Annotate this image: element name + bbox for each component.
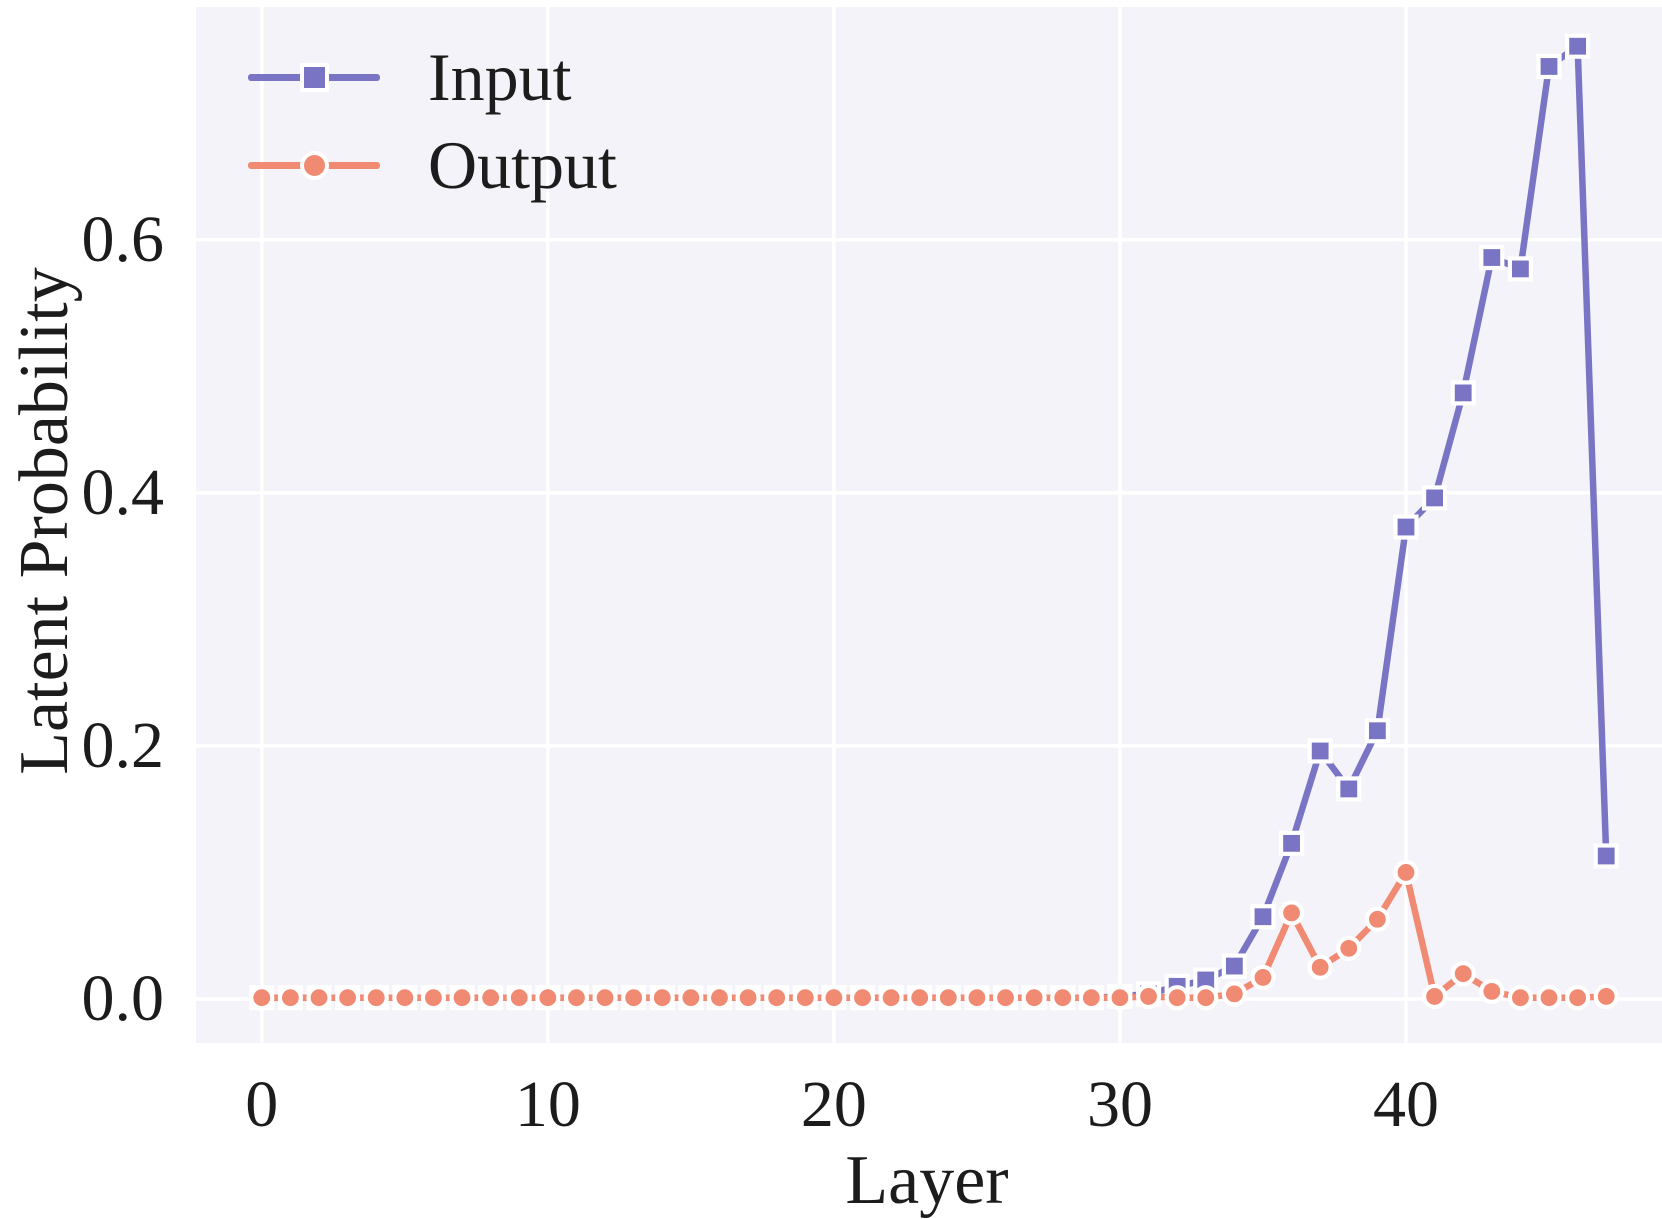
x-tick-label: 10: [514, 1068, 581, 1141]
output-data-point: [1565, 985, 1591, 1011]
input-data-point: [1450, 380, 1476, 406]
output-data-point: [992, 985, 1019, 1011]
output-data-point: [1450, 961, 1476, 987]
output-data-point: [420, 985, 447, 1011]
input-data-point: [1565, 33, 1591, 59]
output-line-swatch: [248, 150, 380, 180]
output-data-point: [935, 985, 961, 1011]
x-tick-label: 0: [245, 1068, 279, 1141]
output-data-point: [306, 985, 332, 1011]
y-tick-label: 0.6: [81, 202, 165, 276]
output-data-point: [1421, 983, 1448, 1010]
output-data-point: [849, 985, 876, 1011]
series-output-line: [249, 859, 1619, 1011]
output-data-point: [907, 985, 933, 1011]
output-data-point: [1479, 978, 1505, 1004]
x-axis-label: Layer: [845, 1142, 1009, 1219]
input-line-swatch: [248, 62, 380, 92]
output-data-point: [277, 985, 303, 1011]
x-tick-label: 30: [1086, 1068, 1153, 1141]
input-data-point: [1364, 718, 1390, 744]
output-data-point: [506, 985, 532, 1011]
y-tick-label: 0.2: [81, 708, 165, 782]
y-tick-label: 0.4: [81, 455, 165, 529]
output-data-point: [1336, 935, 1362, 961]
input-data-point: [1536, 53, 1562, 80]
output-data-point: [964, 985, 990, 1011]
output-data-point: [335, 985, 361, 1011]
input-data-point: [1393, 514, 1419, 540]
legend: Input Output: [248, 33, 617, 209]
output-data-point: [764, 985, 790, 1011]
output-data-point: [1507, 985, 1534, 1011]
input-data-point: [1278, 830, 1305, 856]
output-data-point: [706, 985, 733, 1011]
output-data-point: [1193, 985, 1219, 1011]
legend-label-input: Input: [428, 39, 572, 115]
input-data-point: [1421, 485, 1448, 511]
input-data-point: [1479, 244, 1505, 271]
output-data-point: [735, 985, 761, 1011]
output-data-point: [1107, 985, 1133, 1011]
output-data-point: [563, 985, 590, 1011]
output-data-point: [363, 985, 389, 1011]
input-data-point: [1307, 738, 1333, 764]
output-data-point: [1050, 985, 1076, 1011]
output-data-point: [1135, 983, 1162, 1010]
x-tick-label: 40: [1372, 1068, 1439, 1141]
output-data-point: [1393, 859, 1419, 886]
output-data-point: [649, 985, 675, 1011]
input-data-point: [1593, 843, 1619, 869]
output-data-point: [1278, 900, 1305, 926]
input-square-marker-icon: [299, 62, 329, 92]
output-data-point: [1221, 981, 1247, 1007]
output-data-point: [878, 985, 904, 1011]
output-data-point: [678, 985, 704, 1011]
output-data-point: [1364, 906, 1390, 932]
x-tick-label: 20: [800, 1068, 867, 1141]
legend-item-output: Output: [248, 121, 617, 209]
output-data-point: [249, 985, 275, 1011]
legend-item-input: Input: [248, 33, 617, 121]
output-data-point: [1021, 985, 1047, 1011]
output-data-point: [621, 985, 647, 1011]
output-data-point: [1078, 985, 1104, 1011]
y-tick-label: 0.0: [81, 961, 165, 1035]
output-circle-marker-icon: [299, 150, 329, 180]
output-data-point: [1307, 954, 1333, 980]
output-data-point: [821, 985, 847, 1011]
output-data-point: [1593, 983, 1619, 1010]
output-data-point: [792, 985, 818, 1011]
output-data-point: [392, 985, 418, 1011]
output-data-point: [535, 985, 561, 1011]
output-data-point: [592, 985, 618, 1011]
input-data-point: [1507, 256, 1534, 282]
output-data-point: [478, 985, 504, 1011]
output-data-point: [449, 985, 475, 1011]
output-data-point: [1250, 964, 1276, 991]
legend-label-output: Output: [428, 127, 617, 203]
output-data-point: [1536, 985, 1562, 1011]
input-data-point: [1221, 953, 1247, 979]
output-data-point: [1164, 985, 1190, 1011]
input-data-point: [1250, 904, 1276, 930]
input-data-point: [1336, 776, 1362, 802]
